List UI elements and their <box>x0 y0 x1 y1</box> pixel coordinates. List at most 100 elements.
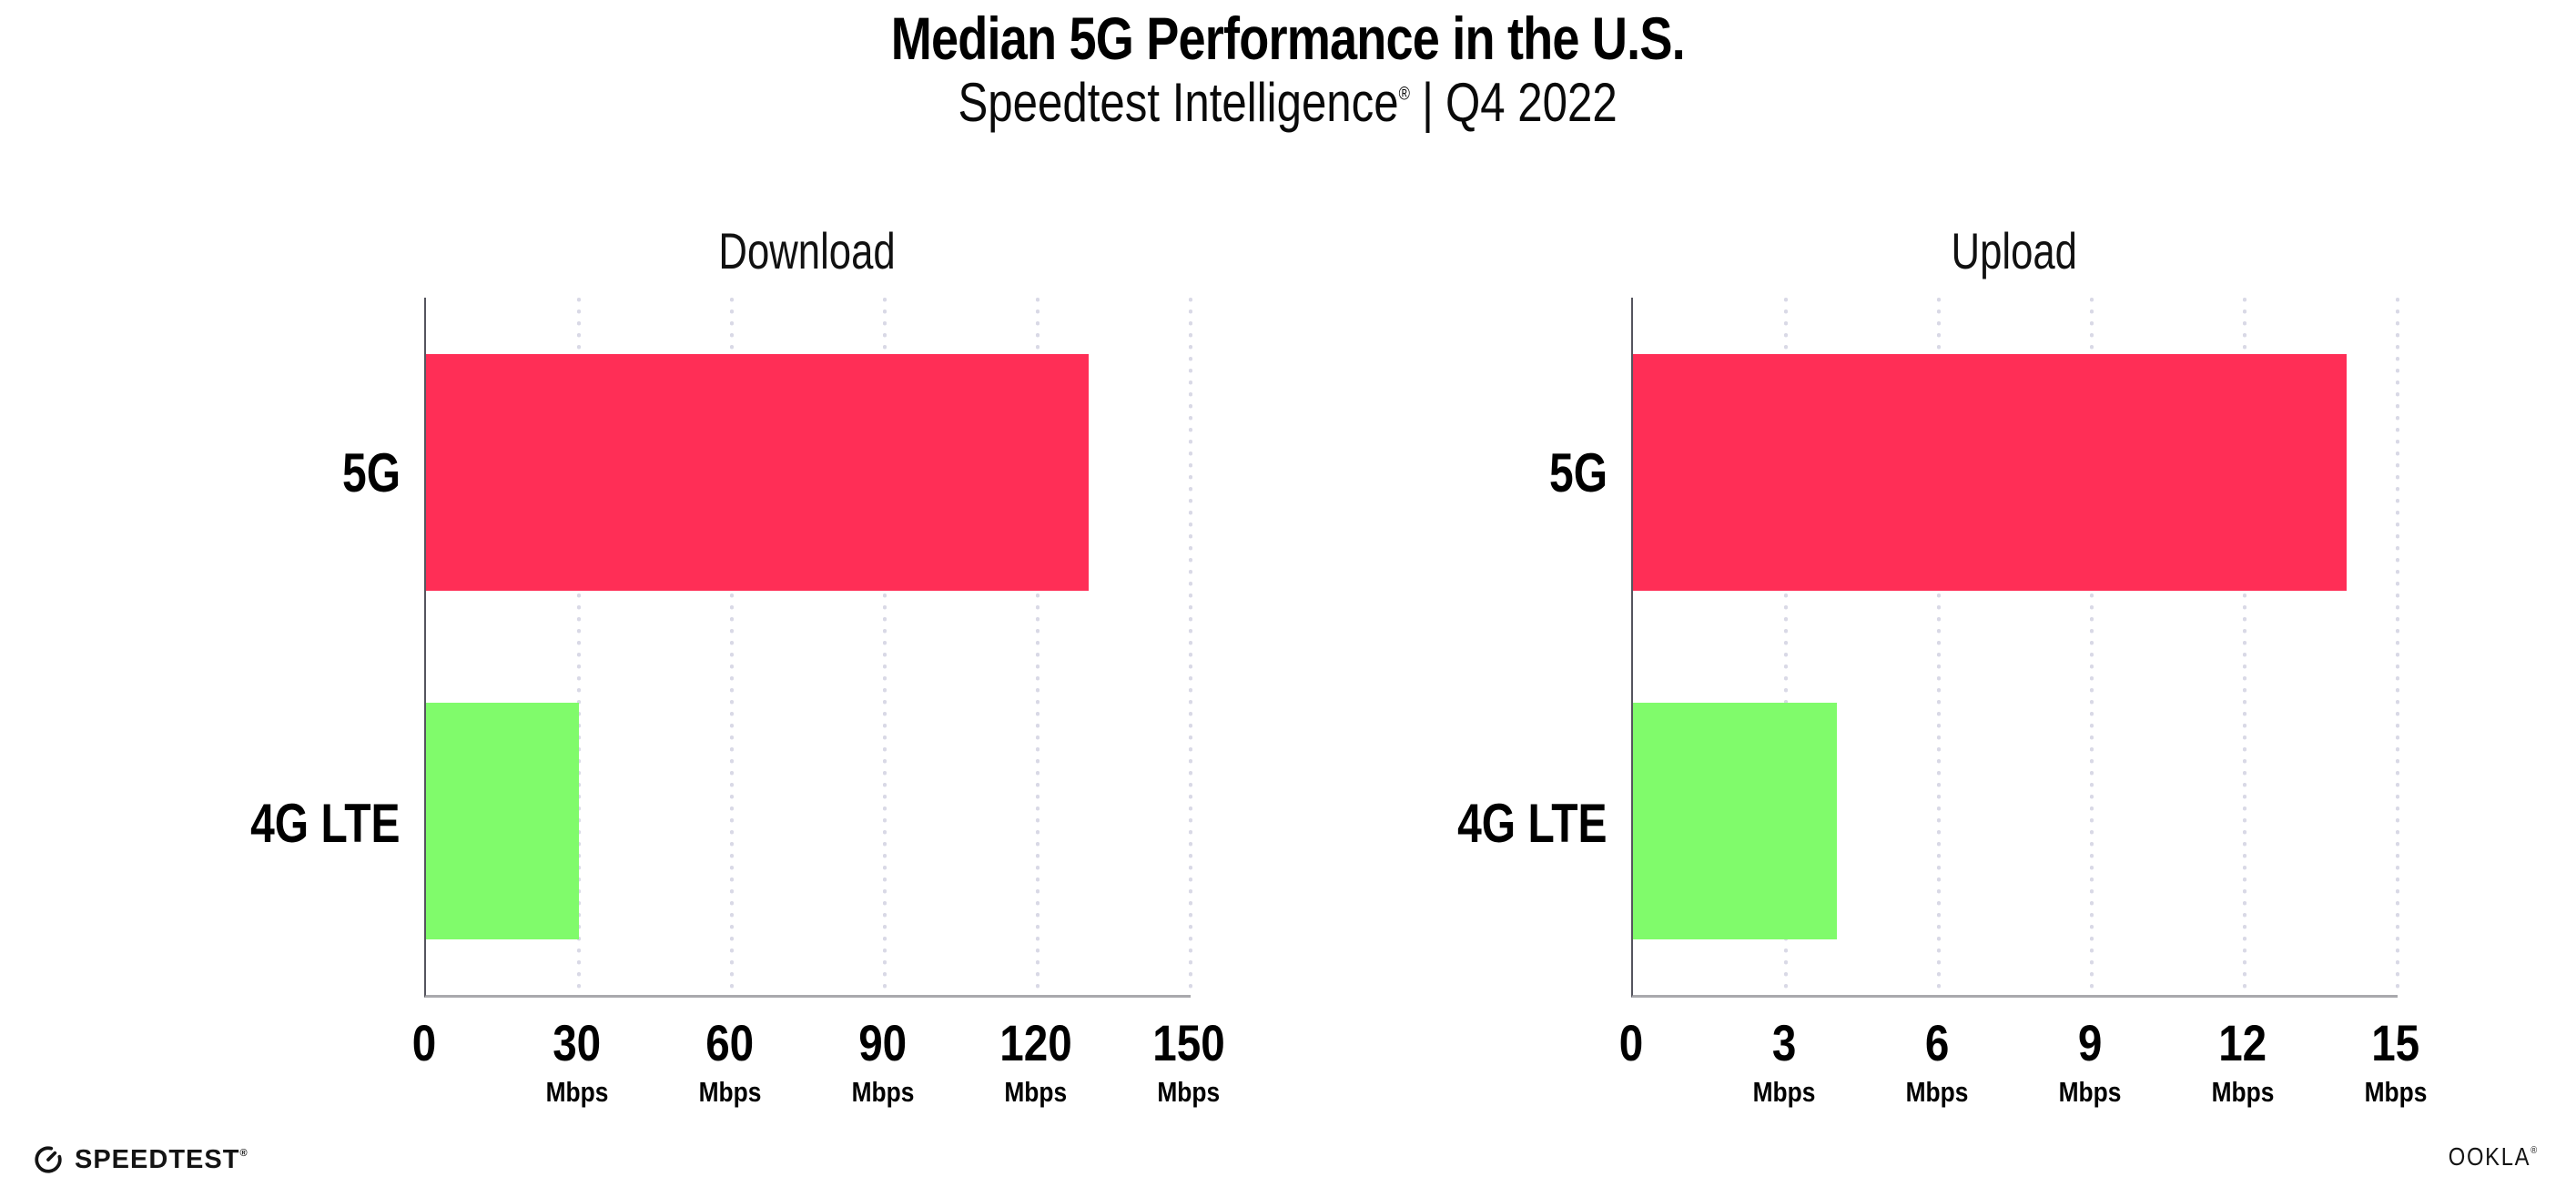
gridline <box>1784 298 1788 996</box>
page-subtitle-text: Speedtest Intelligence® | Q4 2022 <box>958 76 1618 130</box>
speedtest-logo: SPEEDTEST® <box>33 1144 248 1175</box>
gridline <box>2090 298 2094 996</box>
upload-x-axis-row: 0 3 Mbps 6 Mbps 9 Mbps 12 Mbps 15 Mbps <box>1385 998 2428 1154</box>
bar-4g-lte <box>426 702 579 940</box>
x-tick-value: 15 <box>2359 1018 2433 1069</box>
ookla-logo-wordmark: OOKLA® <box>2449 1142 2539 1172</box>
subtitle-period: Q4 2022 <box>1445 72 1618 134</box>
ookla-registered-mark: ® <box>2530 1144 2540 1156</box>
gridline <box>1189 298 1192 996</box>
bar-5g <box>1633 353 2347 592</box>
upload-plot-wrap: 5G 4G LTE <box>1385 298 2399 999</box>
download-x-axis-row: 0 30 Mbps 60 Mbps 90 Mbps 120 Mbps 150 Mbps <box>178 998 1225 1154</box>
x-tick-value-text: 120 <box>999 1014 1072 1072</box>
category-label-text: 4G LTE <box>1457 792 1607 854</box>
speedtest-registered-mark: ® <box>239 1147 248 1159</box>
ookla-logo-text: OOKLA <box>2449 1142 2531 1171</box>
upload-chart-title: Upload <box>1631 221 2398 279</box>
x-tick-unit-text: Mbps <box>2058 1076 2122 1109</box>
x-tick-value: 3 <box>1748 1018 1821 1069</box>
x-tick-12: 12 Mbps <box>2206 1014 2280 1107</box>
axis-spacer <box>178 998 424 1154</box>
x-tick-value: 9 <box>2054 1018 2127 1069</box>
x-tick-value-text: 0 <box>411 1014 437 1072</box>
chart-title-text: Upload <box>1951 222 2078 280</box>
chart-header: Median 5G Performance in the U.S. Speedt… <box>0 0 2576 130</box>
x-tick-9: 9 Mbps <box>2054 1018 2127 1109</box>
x-tick-unit: Mbps <box>694 1078 767 1106</box>
x-tick-value-text: 12 <box>2218 1014 2267 1072</box>
x-tick-value: 6 <box>1901 1018 1974 1069</box>
chart-title-text: Download <box>718 222 897 280</box>
x-tick-value: 60 <box>694 1018 767 1069</box>
x-tick-unit: Mbps <box>847 1078 920 1106</box>
page-subtitle: Speedtest Intelligence® | Q4 2022 <box>0 76 2576 130</box>
download-chart: Download 5G 4G LTE 0 30 Mbps 60 Mbps 90 Mbps 120… <box>178 221 1225 1154</box>
x-tick-unit-text: Mbps <box>698 1076 762 1109</box>
category-label-text: 5G <box>1548 442 1607 504</box>
bar-row-5g <box>426 298 1191 646</box>
x-tick-unit-text: Mbps <box>1004 1076 1068 1109</box>
x-tick-value-text: 60 <box>705 1014 755 1072</box>
x-tick-value-text: 30 <box>553 1014 602 1072</box>
speedtest-logo-wordmark: SPEEDTEST® <box>75 1145 248 1175</box>
x-tick-value: 90 <box>847 1018 920 1069</box>
x-axis: 0 3 Mbps 6 Mbps 9 Mbps 12 Mbps 15 Mbps <box>1619 1014 2428 1154</box>
bar-4g-lte <box>1633 702 1837 940</box>
x-tick-value-text: 6 <box>1924 1014 1950 1072</box>
x-tick-value-text: 9 <box>2077 1014 2103 1072</box>
x-tick-unit-text: Mbps <box>851 1076 915 1109</box>
x-tick-unit: Mbps <box>1146 1078 1231 1106</box>
x-tick-value: 150 <box>1146 1018 1231 1069</box>
x-tick-0: 0 <box>410 1018 438 1069</box>
x-tick-unit: Mbps <box>1901 1078 1974 1106</box>
category-label-text: 4G LTE <box>250 792 401 854</box>
x-tick-unit: Mbps <box>2359 1078 2433 1106</box>
x-tick-value-text: 15 <box>2371 1014 2420 1072</box>
category-label-4g-lte: 4G LTE <box>178 648 424 999</box>
bar-row-5g <box>1633 298 2398 646</box>
bar-row-4g-lte <box>426 646 1191 995</box>
ookla-logo: OOKLA® <box>2440 1142 2547 1172</box>
bar-row-4g-lte <box>1633 646 2398 995</box>
x-tick-unit-text: Mbps <box>1157 1076 1221 1109</box>
axis-spacer <box>1385 998 1631 1154</box>
category-label-5g: 5G <box>178 298 424 648</box>
download-plot-wrap: 5G 4G LTE <box>178 298 1192 999</box>
gridline <box>2396 298 2399 996</box>
gridline <box>1937 298 1941 996</box>
x-tick-120: 120 Mbps <box>993 1018 1078 1107</box>
gridline <box>1036 298 1040 996</box>
gridline <box>883 298 887 996</box>
x-tick-60: 60 Mbps <box>694 1018 767 1107</box>
x-tick-value: 0 <box>410 1018 438 1069</box>
y-axis-labels: 5G 4G LTE <box>1385 298 1631 998</box>
x-tick-6: 6 Mbps <box>1901 1018 1974 1107</box>
gridline <box>2243 298 2246 996</box>
bar-5g <box>426 353 1089 592</box>
x-tick-unit: Mbps <box>993 1078 1078 1106</box>
x-tick-value-text: 0 <box>1618 1014 1644 1072</box>
download-chart-title: Download <box>424 221 1191 279</box>
x-tick-unit-text: Mbps <box>1905 1076 1969 1109</box>
registered-mark: ® <box>1399 84 1411 105</box>
x-tick-value-text: 90 <box>858 1014 908 1072</box>
x-tick-unit-text: Mbps <box>2364 1076 2428 1109</box>
x-tick-unit-text: Mbps <box>545 1076 609 1109</box>
x-tick-unit: Mbps <box>1748 1078 1821 1106</box>
x-tick-value: 0 <box>1617 1018 1645 1069</box>
x-tick-unit-text: Mbps <box>2211 1076 2275 1109</box>
gridline <box>730 298 734 996</box>
x-tick-value: 120 <box>993 1018 1078 1069</box>
speedtest-logo-text: SPEEDTEST <box>75 1144 240 1174</box>
x-tick-unit-text: Mbps <box>1752 1076 1816 1109</box>
x-tick-150: 150 Mbps <box>1146 1018 1231 1107</box>
x-tick-value: 30 <box>541 1018 614 1069</box>
subtitle-separator: | <box>1422 72 1435 134</box>
x-tick-unit: Mbps <box>2206 1078 2280 1106</box>
x-tick-3: 3 Mbps <box>1748 1018 1821 1107</box>
page-title: Median 5G Performance in the U.S. <box>0 5 2576 72</box>
page-title-text: Median 5G Performance in the U.S. <box>890 5 1686 72</box>
x-tick-value-text: 150 <box>1152 1014 1225 1072</box>
